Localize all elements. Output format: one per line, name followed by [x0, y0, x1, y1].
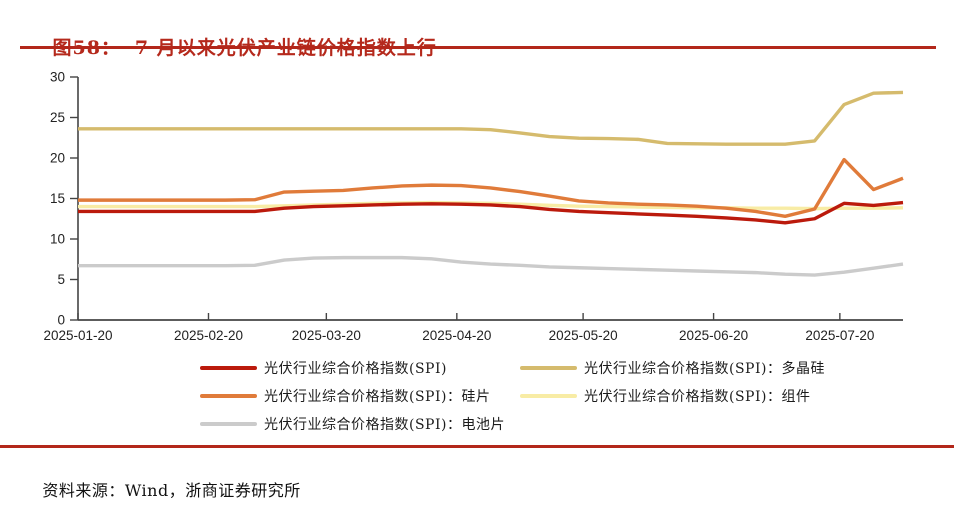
series-line — [78, 200, 904, 225]
x-tick-label: 2025-05-20 — [549, 328, 618, 343]
series-line — [78, 90, 904, 146]
legend-swatch — [520, 394, 577, 398]
x-tick-label: 2025-01-20 — [43, 328, 112, 343]
title-divider — [20, 46, 936, 49]
y-tick-label: 5 — [57, 272, 65, 287]
y-tick-label: 25 — [50, 110, 65, 125]
y-tick-label: 10 — [50, 232, 65, 247]
legend-label: 光伏行业综合价格指数(SPI)：多晶硅 — [584, 361, 825, 377]
x-tick-label: 2025-03-20 — [292, 328, 361, 343]
legend-item: 光伏行业综合价格指数(SPI)：电池片 — [200, 414, 505, 434]
y-tick-label: 30 — [50, 70, 65, 85]
source-text: Wind，浙商证券研究所 — [124, 481, 301, 500]
y-tick-label: 20 — [50, 151, 65, 166]
legend-item: 光伏行业综合价格指数(SPI)：硅片 — [200, 386, 490, 406]
legend-swatch — [200, 366, 257, 370]
x-tick-label: 2025-04-20 — [422, 328, 491, 343]
source-note: 资料来源：Wind，浙商证券研究所 — [20, 458, 301, 520]
legend-label: 光伏行业综合价格指数(SPI)：组件 — [584, 389, 811, 405]
series-line — [78, 157, 904, 219]
y-tick-label: 0 — [57, 313, 65, 328]
legend-swatch — [520, 366, 577, 370]
legend-label: 光伏行业综合价格指数(SPI) — [264, 361, 447, 377]
x-tick-label: 2025-07-20 — [805, 328, 874, 343]
x-tick-label: 2025-06-20 — [679, 328, 748, 343]
x-tick-label: 2025-02-20 — [174, 328, 243, 343]
legend-label: 光伏行业综合价格指数(SPI)：电池片 — [264, 417, 505, 433]
footer-divider — [0, 445, 954, 448]
line-chart: 0 5 10 15 20 25 30 2025-01-20 2025-02-20 2025-03-… — [43, 70, 904, 343]
legend-label: 光伏行业综合价格指数(SPI)：硅片 — [264, 389, 491, 405]
legend-item: 光伏行业综合价格指数(SPI) — [200, 358, 447, 378]
legend-item: 光伏行业综合价格指数(SPI)：组件 — [520, 386, 810, 406]
series-line — [78, 255, 904, 277]
legend-swatch — [200, 394, 257, 398]
source-label: 资料来源： — [42, 481, 125, 500]
legend-item: 光伏行业综合价格指数(SPI)：多晶硅 — [520, 358, 825, 378]
legend-swatch — [200, 422, 257, 426]
y-tick-label: 15 — [50, 191, 65, 206]
